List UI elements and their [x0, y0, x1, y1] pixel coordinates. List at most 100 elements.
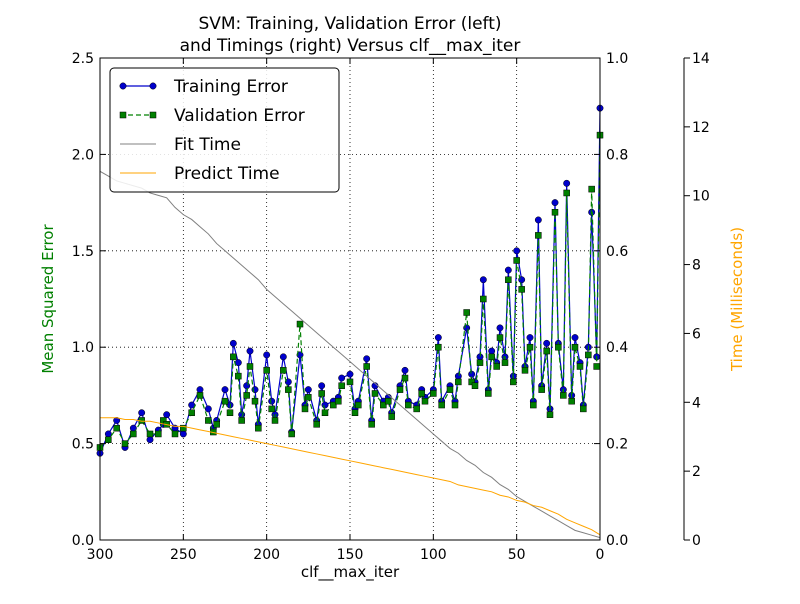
- data-point: [188, 409, 195, 417]
- y-right-tick-label: 10: [692, 189, 710, 205]
- data-point: [468, 370, 476, 378]
- data-point: [268, 405, 275, 413]
- data-point: [518, 286, 525, 293]
- data-point: [555, 343, 562, 351]
- y-axis-label-left: Mean Squared Error: [39, 224, 57, 374]
- data-point: [263, 351, 271, 359]
- data-point: [434, 334, 442, 342]
- axes: 300 250 200 150 100 50 00.00.51.01.52.02.50.00…: [72, 51, 710, 563]
- y-right-tick-label: 14: [692, 51, 710, 67]
- y-right-tick-label: 4: [692, 395, 701, 411]
- data-point: [435, 343, 442, 351]
- data-point: [138, 409, 146, 417]
- x-tick-label: 250: [170, 547, 197, 563]
- data-point: [363, 355, 371, 363]
- data-point: [401, 366, 409, 374]
- legend-marker: [119, 82, 127, 90]
- data-point: [593, 363, 600, 370]
- data-point: [501, 359, 509, 366]
- legend-label: Validation Error: [174, 106, 305, 126]
- data-point: [355, 401, 362, 409]
- series-fit-time: [99, 170, 601, 539]
- data-point: [321, 409, 329, 417]
- series-line: [99, 170, 601, 539]
- data-point: [146, 436, 154, 444]
- data-point: [104, 430, 112, 438]
- data-point: [284, 378, 292, 386]
- legend-label: Fit Time: [174, 135, 241, 155]
- data-point: [585, 351, 592, 359]
- data-point: [446, 386, 454, 393]
- y-right-tick-label: 8: [692, 258, 701, 274]
- data-point: [530, 401, 537, 409]
- data-point: [363, 363, 370, 370]
- data-point: [488, 353, 495, 361]
- data-point: [526, 334, 534, 342]
- legend-marker: [119, 111, 127, 119]
- data-point: [588, 185, 595, 193]
- data-point: [368, 421, 375, 428]
- data-point: [296, 320, 304, 328]
- data-point: [413, 405, 420, 413]
- data-point: [351, 409, 359, 417]
- data-point: [230, 353, 237, 361]
- data-point: [551, 208, 559, 216]
- data-point: [346, 370, 354, 378]
- data-point: [113, 424, 120, 432]
- data-point: [543, 339, 551, 347]
- data-point: [288, 430, 295, 438]
- legend: Training Error Validation Error Fit Time Pr…: [109, 67, 340, 193]
- data-point: [513, 257, 520, 264]
- data-point: [304, 386, 312, 394]
- data-point: [513, 247, 521, 255]
- data-point: [538, 386, 545, 393]
- data-point: [471, 382, 479, 390]
- y-mid-tick-label: 0.2: [606, 437, 628, 453]
- chart-subtitle: and Timings (right) Versus clf__max_iter: [180, 36, 521, 56]
- data-point: [279, 353, 287, 361]
- data-point: [330, 401, 337, 409]
- data-point: [405, 401, 412, 409]
- y-left-tick-label: 0.0: [72, 533, 94, 549]
- legend-box: [109, 67, 340, 193]
- data-point: [346, 378, 354, 386]
- data-point: [234, 359, 242, 367]
- data-point: [271, 417, 279, 424]
- data-point: [504, 266, 512, 274]
- data-point: [213, 421, 220, 428]
- data-point: [493, 363, 500, 370]
- x-tick-label: 300: [87, 547, 114, 563]
- y-right-tick-label: 12: [692, 120, 710, 136]
- data-point: [505, 276, 512, 283]
- data-point: [179, 430, 187, 438]
- data-point: [305, 394, 312, 401]
- data-point: [130, 430, 137, 438]
- y-mid-tick-label: 0.4: [606, 340, 628, 356]
- y-mid-tick-label: 0.0: [606, 533, 628, 549]
- y-mid-tick-label: 1.0: [606, 51, 628, 67]
- data-point: [510, 378, 517, 386]
- data-point: [576, 363, 584, 370]
- data-point: [335, 397, 342, 405]
- y-right-tick-label: 0: [692, 533, 701, 549]
- legend-label: Predict Time: [174, 164, 280, 184]
- data-point: [255, 424, 262, 432]
- data-point: [238, 417, 245, 424]
- data-point: [313, 421, 320, 428]
- x-axis-label: clf__max_iter: [301, 563, 400, 582]
- data-point: [438, 401, 445, 409]
- x-tick-label: 200: [253, 547, 280, 563]
- data-point: [113, 417, 121, 424]
- data-point: [571, 343, 579, 351]
- data-point: [226, 409, 234, 417]
- data-point: [280, 367, 287, 374]
- data-point: [521, 367, 529, 374]
- data-point: [263, 367, 270, 374]
- data-point: [155, 430, 162, 438]
- series-line: [100, 417, 601, 536]
- data-point: [560, 392, 567, 399]
- data-point: [318, 390, 325, 397]
- x-tick-label: 0: [596, 547, 605, 563]
